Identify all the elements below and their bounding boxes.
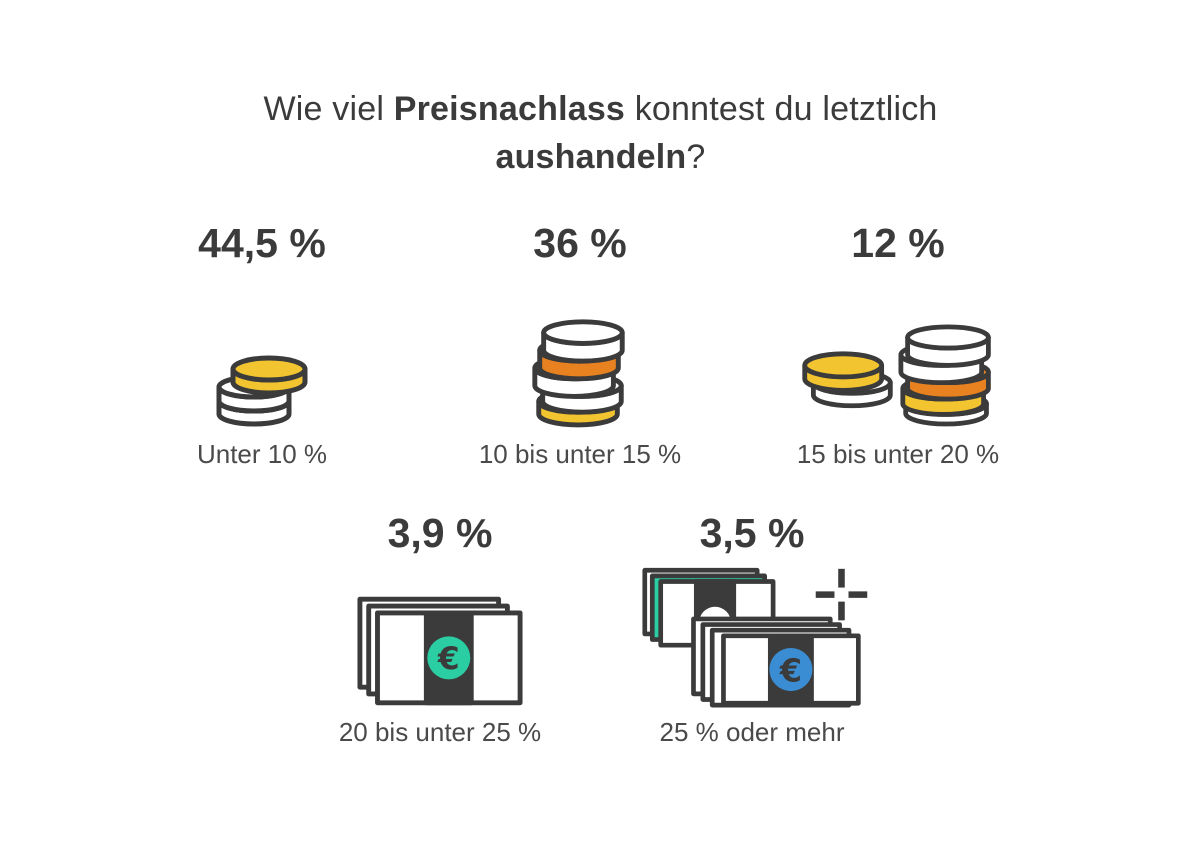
stat-item-15-20: 12 %	[728, 215, 1068, 469]
title-bold-preisnachlass: Preisnachlass	[393, 89, 626, 128]
double-coin-stacks-icon	[802, 324, 991, 427]
stat-icon-box	[798, 271, 998, 439]
stat-value: 3,9 %	[387, 510, 493, 556]
stat-item-under-10: 44,5 % Unter 10 %	[92, 215, 432, 469]
banknote-bundle-teal-euro-icon: €	[357, 596, 523, 706]
euro-symbol: €	[437, 641, 460, 677]
title-text: ?	[686, 137, 706, 176]
stat-icon-box	[525, 271, 635, 439]
stat-item-25-plus: 3,5 % €	[582, 505, 922, 747]
stat-icon-box	[212, 271, 312, 439]
stat-label: 25 % oder mehr	[659, 717, 845, 747]
plus-icon	[815, 568, 867, 621]
stat-value: 36 %	[533, 220, 627, 266]
stat-item-20-25: 3,9 % € 20 bis unter 25 %	[270, 505, 610, 747]
stat-value: 44,5 %	[198, 220, 326, 266]
title-bold-aushandeln: aushandeln	[495, 137, 687, 176]
stat-value: 12 %	[851, 220, 945, 266]
page-title: Wie viel Preisnachlass konntest du letzt…	[256, 85, 946, 181]
stat-icon-box: €	[639, 561, 867, 717]
stat-label: 10 bis unter 15 %	[478, 439, 682, 469]
banknote-bundles-blue-euro-plus-icon: €	[641, 567, 867, 708]
title-text: Wie viel	[263, 89, 394, 128]
euro-badge-blue	[768, 647, 812, 692]
stat-value: 3,5 %	[699, 510, 805, 556]
stat-label: Unter 10 %	[196, 439, 328, 469]
coins-pair-yellow-icon	[216, 355, 308, 427]
euro-badge-teal	[427, 636, 471, 680]
stat-icon-box: €	[356, 561, 524, 717]
euro-symbol: €	[778, 651, 801, 689]
coin-stack-icon	[532, 319, 625, 428]
stat-label: 20 bis unter 25 %	[338, 717, 542, 747]
stat-label: 15 bis unter 20 %	[796, 439, 1000, 469]
stat-item-10-15: 36 % 10 bis unter 15 %	[410, 215, 750, 469]
title-text: konntest du letztlich	[625, 89, 938, 128]
